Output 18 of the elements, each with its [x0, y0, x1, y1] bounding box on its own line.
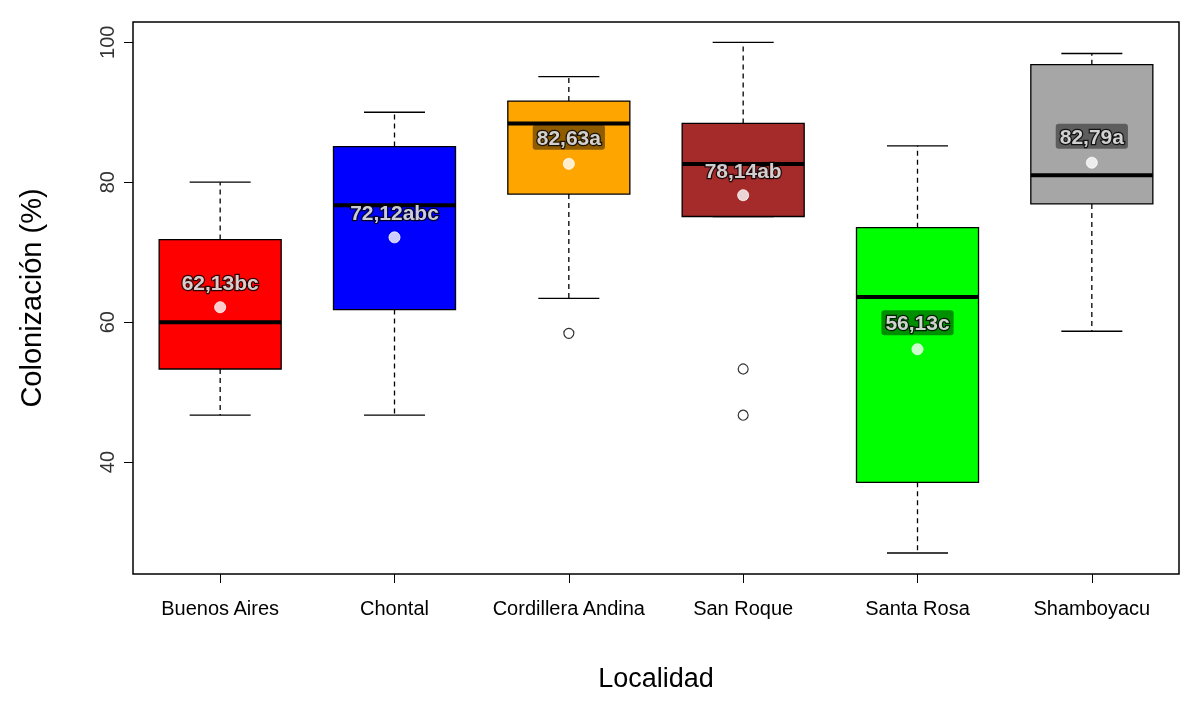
annotation: 72,12abc [350, 201, 440, 225]
annotation: 56,13c [885, 311, 950, 335]
x-tick-label: Cordillera Andina [492, 597, 646, 619]
y-tick-label: 100 [96, 25, 118, 59]
annotation: 82,79a [1059, 124, 1125, 148]
x-tick-label: Buenos Aires [161, 597, 280, 619]
x-axis-title: Localidad [598, 662, 714, 693]
annotation: 82,63a [536, 125, 602, 149]
annotation: 62,13bc [181, 271, 260, 295]
x-tick-label: Chontal [360, 597, 429, 619]
x-tick-label: San Roque [693, 597, 794, 619]
y-tick-label: 80 [96, 171, 118, 194]
x-tick-label: Santa Rosa [865, 597, 971, 619]
y-tick-label: 40 [96, 450, 118, 474]
y-tick-label: 60 [96, 311, 118, 334]
y-axis-title: Colonización (%) [14, 188, 47, 408]
x-tick-label: Shamboyacu [1033, 597, 1151, 619]
annotation: 78,14ab [704, 159, 782, 183]
